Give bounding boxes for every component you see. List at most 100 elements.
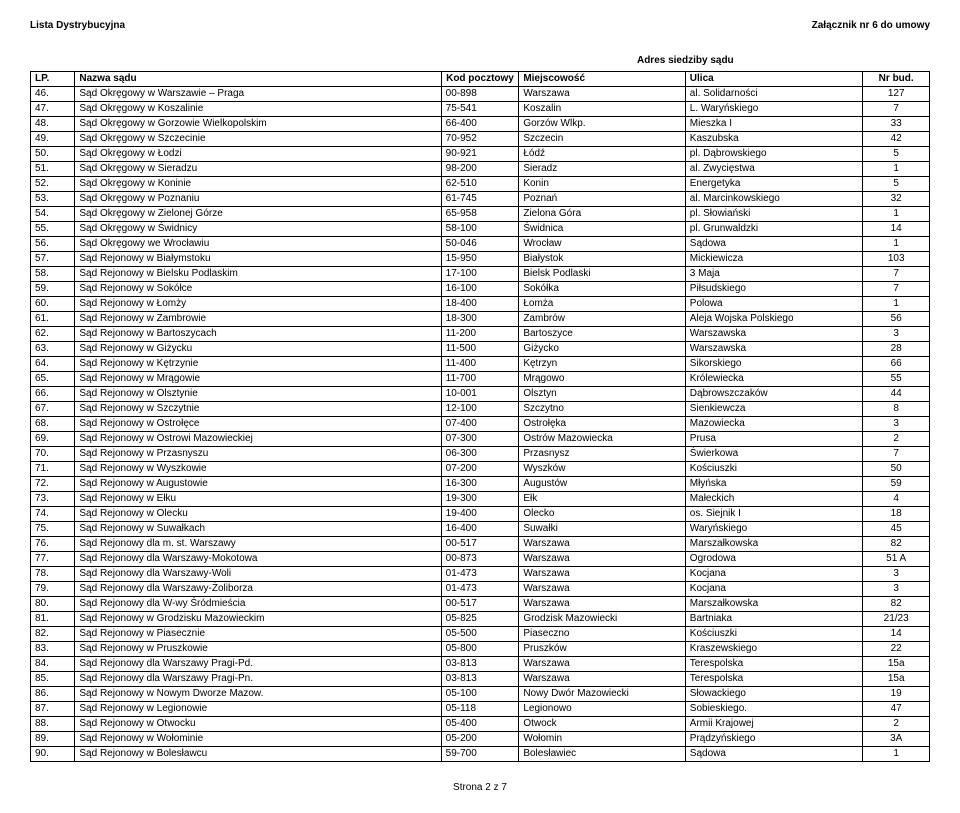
- cell-lp: 51.: [31, 162, 75, 177]
- cell-nr: 127: [863, 87, 930, 102]
- table-row: 55.Sąd Okręgowy w Świdnicy58-100Świdnica…: [31, 222, 930, 237]
- table-row: 49.Sąd Okręgowy w Szczecinie70-952Szczec…: [31, 132, 930, 147]
- cell-kod: 11-200: [441, 327, 519, 342]
- table-row: 63.Sąd Rejonowy w Giżycku11-500GiżyckoWa…: [31, 342, 930, 357]
- table-row: 72.Sąd Rejonowy w Augustowie16-300August…: [31, 477, 930, 492]
- cell-kod: 03-813: [441, 657, 519, 672]
- cell-lp: 72.: [31, 477, 75, 492]
- cell-lp: 53.: [31, 192, 75, 207]
- cell-nr: 8: [863, 402, 930, 417]
- cell-kod: 05-100: [441, 687, 519, 702]
- cell-nr: 32: [863, 192, 930, 207]
- cell-kod: 07-200: [441, 462, 519, 477]
- table-row: 81.Sąd Rejonowy w Grodzisku Mazowieckim0…: [31, 612, 930, 627]
- col-kod: Kod pocztowy: [441, 72, 519, 87]
- cell-ulica: Mieszka I: [685, 117, 863, 132]
- cell-nr: 1: [863, 297, 930, 312]
- cell-name: Sąd Okręgowy w Koszalinie: [75, 102, 441, 117]
- address-title: Adres siedziby sądu: [441, 51, 929, 72]
- cell-kod: 75-541: [441, 102, 519, 117]
- cell-kod: 18-300: [441, 312, 519, 327]
- table-row: 83.Sąd Rejonowy w Pruszkowie05-800Pruszk…: [31, 642, 930, 657]
- cell-miasto: Poznań: [519, 192, 685, 207]
- cell-lp: 49.: [31, 132, 75, 147]
- cell-ulica: al. Solidarności: [685, 87, 863, 102]
- cell-lp: 54.: [31, 207, 75, 222]
- cell-miasto: Świdnica: [519, 222, 685, 237]
- cell-nr: 14: [863, 627, 930, 642]
- cell-kod: 19-400: [441, 507, 519, 522]
- cell-ulica: Mazowiecka: [685, 417, 863, 432]
- cell-ulica: Kościuszki: [685, 462, 863, 477]
- header-row: LP. Nazwa sądu Kod pocztowy Miejscowość …: [31, 72, 930, 87]
- cell-nr: 2: [863, 717, 930, 732]
- cell-nr: 103: [863, 252, 930, 267]
- cell-name: Sąd Okręgowy w Warszawie – Praga: [75, 87, 441, 102]
- table-row: 79.Sąd Rejonowy dla Warszawy-Żoliborza01…: [31, 582, 930, 597]
- cell-lp: 46.: [31, 87, 75, 102]
- col-nr: Nr bud.: [863, 72, 930, 87]
- cell-name: Sąd Okręgowy we Wrocławiu: [75, 237, 441, 252]
- cell-ulica: Kocjana: [685, 582, 863, 597]
- cell-kod: 16-400: [441, 522, 519, 537]
- table-row: 85.Sąd Rejonowy dla Warszawy Pragi-Pn.03…: [31, 672, 930, 687]
- cell-ulica: al. Zwycięstwa: [685, 162, 863, 177]
- cell-name: Sąd Okręgowy w Zielonej Górze: [75, 207, 441, 222]
- cell-nr: 14: [863, 222, 930, 237]
- cell-nr: 82: [863, 537, 930, 552]
- page-header: Lista Dystrybucyjna Załącznik nr 6 do um…: [30, 20, 930, 31]
- cell-miasto: Białystok: [519, 252, 685, 267]
- cell-name: Sąd Rejonowy w Nowym Dworze Mazow.: [75, 687, 441, 702]
- cell-miasto: Sokółka: [519, 282, 685, 297]
- cell-name: Sąd Rejonowy w Szczytnie: [75, 402, 441, 417]
- cell-ulica: Sądowa: [685, 747, 863, 762]
- cell-lp: 90.: [31, 747, 75, 762]
- cell-miasto: Przasnysz: [519, 447, 685, 462]
- cell-nr: 4: [863, 492, 930, 507]
- cell-ulica: pl. Grunwaldzki: [685, 222, 863, 237]
- cell-miasto: Warszawa: [519, 567, 685, 582]
- cell-nr: 7: [863, 267, 930, 282]
- cell-lp: 57.: [31, 252, 75, 267]
- cell-ulica: Energetyka: [685, 177, 863, 192]
- cell-miasto: Koszalin: [519, 102, 685, 117]
- cell-nr: 19: [863, 687, 930, 702]
- table-row: 74.Sąd Rejonowy w Olecku19-400Oleckoos. …: [31, 507, 930, 522]
- cell-name: Sąd Rejonowy dla Warszawy-Mokotowa: [75, 552, 441, 567]
- cell-ulica: Waryńskiego: [685, 522, 863, 537]
- cell-nr: 56: [863, 312, 930, 327]
- cell-miasto: Konin: [519, 177, 685, 192]
- cell-lp: 62.: [31, 327, 75, 342]
- cell-name: Sąd Rejonowy w Bolesławcu: [75, 747, 441, 762]
- header-left: Lista Dystrybucyjna: [30, 20, 125, 31]
- table-row: 64.Sąd Rejonowy w Kętrzynie11-400Kętrzyn…: [31, 357, 930, 372]
- cell-nr: 22: [863, 642, 930, 657]
- cell-kod: 70-952: [441, 132, 519, 147]
- table-row: 76.Sąd Rejonowy dla m. st. Warszawy00-51…: [31, 537, 930, 552]
- cell-nr: 55: [863, 372, 930, 387]
- table-row: 82.Sąd Rejonowy w Piasecznie05-500Piasec…: [31, 627, 930, 642]
- cell-miasto: Legionowo: [519, 702, 685, 717]
- cell-kod: 03-813: [441, 672, 519, 687]
- cell-lp: 52.: [31, 177, 75, 192]
- cell-miasto: Bartoszyce: [519, 327, 685, 342]
- cell-ulica: Terespolska: [685, 672, 863, 687]
- cell-miasto: Mrągowo: [519, 372, 685, 387]
- cell-lp: 61.: [31, 312, 75, 327]
- cell-name: Sąd Rejonowy dla Warszawy Pragi-Pn.: [75, 672, 441, 687]
- cell-ulica: Świerkowa: [685, 447, 863, 462]
- cell-name: Sąd Rejonowy w Suwałkach: [75, 522, 441, 537]
- cell-lp: 63.: [31, 342, 75, 357]
- cell-kod: 16-300: [441, 477, 519, 492]
- cell-lp: 79.: [31, 582, 75, 597]
- cell-kod: 90-921: [441, 147, 519, 162]
- cell-kod: 00-517: [441, 597, 519, 612]
- cell-miasto: Suwałki: [519, 522, 685, 537]
- cell-lp: 64.: [31, 357, 75, 372]
- table-row: 57.Sąd Rejonowy w Białymstoku15-950Biały…: [31, 252, 930, 267]
- cell-lp: 56.: [31, 237, 75, 252]
- cell-ulica: Bartniaka: [685, 612, 863, 627]
- cell-kod: 05-500: [441, 627, 519, 642]
- cell-name: Sąd Rejonowy dla Warszawy-Woli: [75, 567, 441, 582]
- cell-kod: 01-473: [441, 567, 519, 582]
